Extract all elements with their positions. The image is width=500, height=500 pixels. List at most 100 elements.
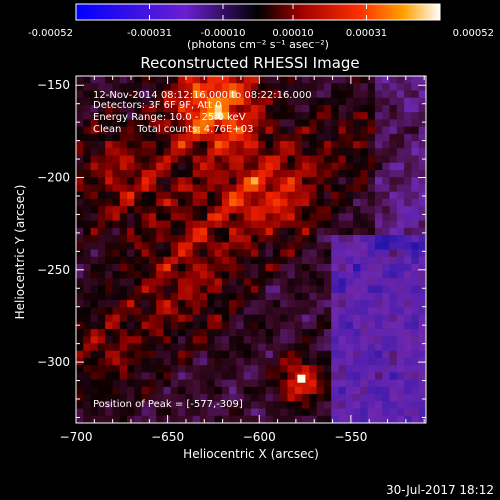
heatmap-cell: [185, 97, 194, 106]
heatmap-cell: [97, 307, 106, 315]
heatmap-cell: [345, 227, 354, 236]
heatmap-cell: [221, 271, 230, 279]
heatmap-cell: [302, 220, 310, 229]
heatmap-cell: [251, 401, 259, 409]
heatmap-cell: [331, 350, 339, 359]
heatmap-cell: [214, 256, 223, 265]
heatmap-cell: [236, 235, 245, 243]
heatmap-cell: [127, 314, 135, 323]
heatmap-cell: [323, 220, 332, 229]
heatmap-cell: [294, 206, 303, 214]
heatmap-cell: [221, 162, 230, 171]
heatmap-cell: [389, 177, 398, 185]
heatmap-cell: [316, 141, 325, 149]
heatmap-cell: [316, 242, 325, 250]
heatmap-cell: [178, 141, 186, 149]
heatmap-cell: [389, 278, 398, 287]
heatmap-cell: [134, 235, 143, 243]
heatmap-cell: [331, 343, 339, 352]
heatmap-cell: [331, 112, 339, 120]
heatmap-cell: [396, 256, 405, 265]
heatmap-cell: [272, 263, 281, 272]
heatmap-cell: [90, 343, 99, 352]
heatmap-cell: [170, 184, 179, 193]
heatmap-cell: [156, 365, 164, 373]
heatmap-cell: [236, 321, 245, 330]
heatmap-cell: [258, 285, 266, 294]
heatmap-cell: [90, 321, 99, 330]
heatmap-cell: [382, 162, 390, 171]
heatmap-cell: [367, 321, 376, 330]
heatmap-cell: [134, 126, 143, 135]
heatmap-cell: [287, 401, 296, 409]
heatmap-cell: [404, 213, 412, 221]
heatmap-cell: [148, 372, 157, 381]
heatmap-cell: [178, 343, 186, 352]
heatmap-cell: [148, 97, 157, 106]
heatmap-cell: [207, 141, 215, 149]
heatmap-cell: [127, 177, 135, 185]
heatmap-cell: [389, 162, 398, 171]
heatmap-cell: [411, 133, 420, 142]
heatmap-cell: [323, 177, 332, 185]
heatmap-cell: [148, 213, 157, 221]
heatmap-cell: [323, 365, 332, 373]
heatmap-cell: [367, 97, 376, 106]
heatmap-cell: [243, 271, 252, 279]
heatmap-cell: [294, 76, 303, 84]
heatmap-cell: [287, 141, 296, 149]
heatmap-cell: [134, 242, 143, 250]
heatmap-cell: [404, 112, 412, 120]
heatmap-cell: [112, 162, 121, 171]
heatmap-cell: [382, 263, 390, 272]
heatmap-cell: [148, 249, 157, 258]
heatmap-cell: [112, 97, 121, 106]
heatmap-cell: [338, 350, 347, 359]
heatmap-cell: [287, 213, 296, 221]
heatmap-cell: [258, 97, 266, 106]
heatmap-cell: [353, 249, 361, 258]
heatmap-cell: [251, 263, 259, 272]
heatmap-cell: [272, 97, 281, 106]
heatmap-cell: [243, 177, 252, 185]
heatmap-cell: [83, 321, 91, 330]
heatmap-cell: [134, 119, 143, 128]
heatmap-cell: [418, 300, 426, 308]
heatmap-cell: [396, 162, 405, 171]
heatmap-cell: [141, 220, 150, 229]
heatmap-cell: [338, 336, 347, 344]
heatmap-cell: [338, 76, 347, 84]
heatmap-cell: [207, 242, 215, 250]
heatmap-cell: [309, 90, 318, 99]
heatmap-cell: [382, 119, 390, 128]
heatmap-cell: [404, 386, 412, 395]
heatmap-cell: [243, 329, 252, 337]
heatmap-cell: [163, 242, 172, 250]
heatmap-cell: [141, 83, 150, 91]
heatmap-cell: [396, 206, 405, 214]
heatmap-cell: [192, 372, 201, 381]
heatmap-cell: [280, 104, 288, 113]
heatmap-cell: [316, 256, 325, 265]
heatmap-cell: [367, 90, 376, 99]
heatmap-cell: [367, 206, 376, 214]
heatmap-cell: [309, 263, 318, 272]
heatmap-cell: [178, 184, 186, 193]
heatmap-cell: [323, 256, 332, 265]
heatmap-cell: [272, 372, 281, 381]
heatmap-cell: [83, 198, 91, 207]
heatmap-cell: [229, 220, 237, 229]
heatmap-cell: [156, 148, 164, 156]
heatmap-cell: [207, 372, 215, 381]
heatmap-cell: [309, 379, 318, 388]
heatmap-cell: [90, 292, 99, 301]
heatmap-cell: [302, 278, 310, 287]
heatmap-cell: [185, 292, 194, 301]
heatmap-cell: [192, 300, 201, 308]
heatmap-cell: [360, 336, 369, 344]
heatmap-cell: [338, 285, 347, 294]
heatmap-cell: [353, 112, 361, 120]
heatmap-cell: [411, 401, 420, 409]
heatmap-cell: [360, 242, 369, 250]
heatmap-cell: [404, 97, 412, 106]
